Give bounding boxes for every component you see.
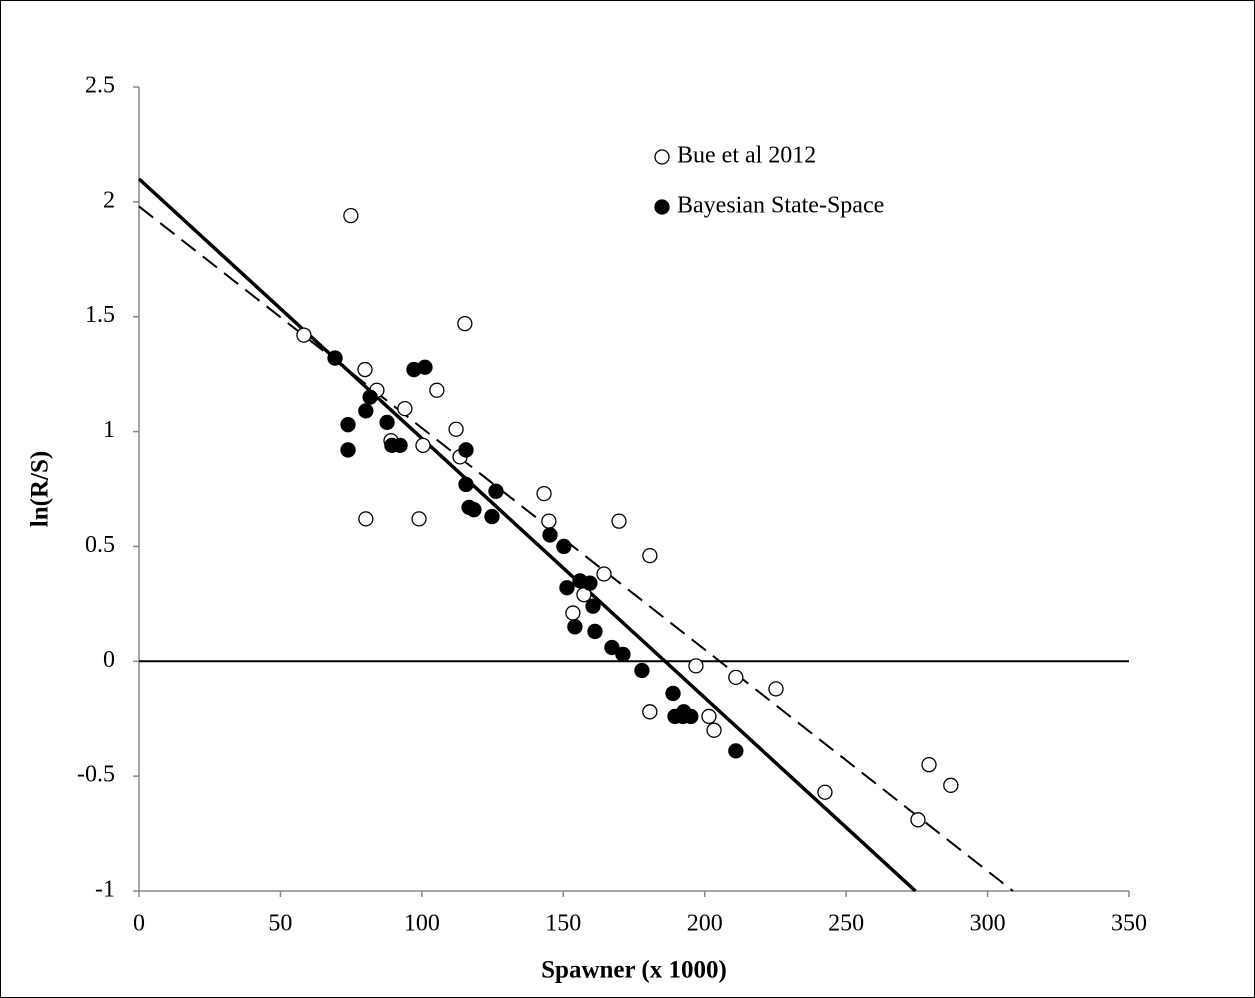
- y-tick-label: 1: [103, 417, 115, 443]
- y-tick-label: 2.5: [85, 73, 115, 99]
- x-tick-label: 50: [268, 911, 292, 937]
- point: [541, 513, 557, 529]
- point: [642, 704, 658, 720]
- point: [921, 757, 937, 773]
- x-tick-label: 0: [133, 911, 145, 937]
- x-tick-label: 150: [545, 911, 581, 937]
- point: [327, 350, 343, 366]
- point: [683, 708, 699, 725]
- point: [457, 315, 473, 332]
- point: [542, 527, 558, 543]
- x-tick-label: 200: [687, 911, 723, 937]
- point: [910, 812, 926, 828]
- point: [559, 580, 575, 596]
- point: [448, 421, 464, 437]
- point: [768, 681, 784, 697]
- point: [296, 327, 312, 343]
- legend-label: Bue et al 2012: [677, 143, 816, 169]
- point: [411, 511, 427, 527]
- point: [615, 646, 631, 663]
- point: [415, 437, 431, 454]
- y-tick-label: 0.5: [85, 532, 115, 558]
- point: [634, 662, 650, 679]
- point: [943, 777, 959, 793]
- point: [358, 403, 374, 419]
- point: [357, 361, 373, 378]
- point: [585, 598, 601, 614]
- point: [701, 708, 717, 725]
- point: [642, 547, 658, 564]
- point: [484, 508, 500, 525]
- y-tick-label: 0: [103, 647, 115, 673]
- point: [397, 400, 413, 417]
- point: [392, 437, 408, 454]
- x-axis-title: Spawner (x 1000): [541, 957, 727, 984]
- point: [429, 382, 445, 398]
- point: [358, 511, 374, 527]
- point: [340, 417, 356, 433]
- point: [604, 639, 620, 656]
- x-tick-label: 350: [1111, 911, 1147, 937]
- x-tick-label: 250: [828, 911, 864, 937]
- fit-line: [138, 205, 1014, 892]
- point: [567, 619, 583, 635]
- y-axis-title: ln(R/S): [27, 451, 54, 527]
- point: [458, 442, 474, 458]
- point: [466, 502, 482, 518]
- point: [556, 538, 572, 555]
- y-tick-label: 2: [103, 187, 115, 213]
- point: [611, 513, 627, 529]
- point: [488, 483, 504, 499]
- point: [343, 207, 359, 224]
- y-tick-label: -0.5: [77, 762, 115, 788]
- point: [362, 389, 378, 405]
- point: [688, 658, 704, 674]
- point: [706, 722, 722, 738]
- point: [536, 485, 552, 502]
- point: [665, 685, 681, 702]
- point: [596, 566, 612, 582]
- point: [340, 442, 356, 458]
- point: [728, 669, 744, 686]
- x-tick-label: 100: [404, 911, 440, 937]
- x-tick-label: 300: [970, 911, 1006, 937]
- point: [379, 414, 395, 431]
- point: [728, 743, 744, 759]
- legend-label: Bayesian State-Space: [677, 193, 884, 219]
- point: [582, 575, 598, 591]
- legend-marker: [654, 149, 670, 165]
- point: [817, 784, 833, 800]
- y-tick-label: 1.5: [85, 302, 115, 328]
- point: [587, 623, 603, 640]
- point: [417, 359, 433, 375]
- y-tick-label: -1: [95, 877, 115, 903]
- point: [565, 605, 581, 621]
- fit-line: [137, 177, 917, 893]
- legend-marker: [654, 199, 670, 215]
- point: [458, 476, 474, 493]
